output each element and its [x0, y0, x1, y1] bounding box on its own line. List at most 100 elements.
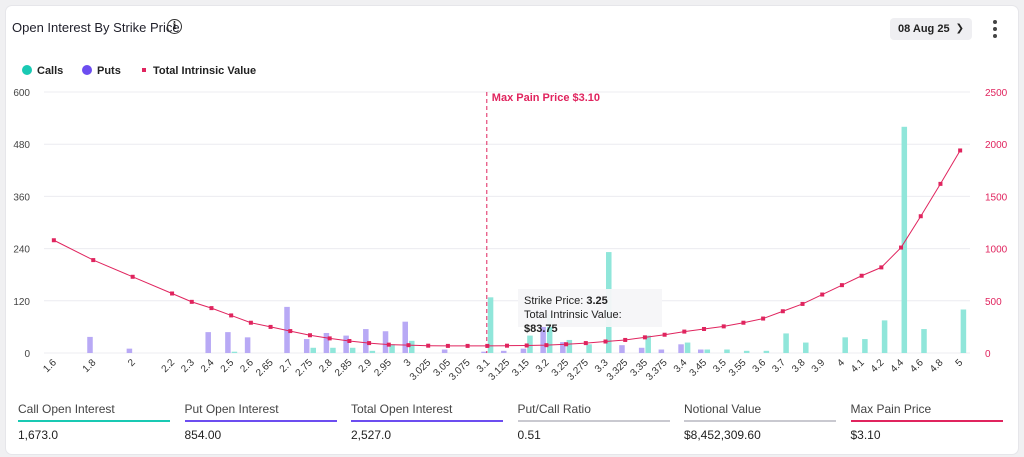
call-bar [566, 339, 573, 353]
legend-puts[interactable]: Puts [82, 65, 121, 77]
stat-notional-value: Notional Value $8,452,309.60 [684, 398, 836, 443]
call-bar [527, 335, 533, 353]
x-tick-label: 4.4 [889, 357, 907, 375]
put-bar [520, 348, 527, 353]
x-tick-label: 5 [954, 357, 966, 369]
x-tick-label: 3.9 [810, 357, 828, 375]
date-select[interactable]: 08 Aug 25 ❯ [890, 18, 972, 40]
tiv-point [327, 336, 332, 341]
x-tick-label: 2.75 [294, 357, 316, 379]
tiv-point [229, 313, 234, 318]
stat-label: Call Open Interest [18, 402, 115, 416]
y-right-tick-label: 1500 [985, 192, 1008, 203]
x-tick-label: 2.85 [333, 357, 355, 379]
tiv-point [367, 341, 372, 346]
tiv-point [859, 273, 864, 278]
x-tick-label: 3.4 [672, 357, 690, 375]
x-tick-label: 3.5 [711, 357, 729, 375]
tiv-point [445, 343, 450, 348]
call-bar [408, 340, 415, 353]
x-tick-label: 2.2 [160, 357, 178, 375]
tiv-point [406, 343, 411, 348]
stat-label: Put/Call Ratio [517, 402, 591, 416]
put-bar [638, 347, 645, 353]
legend-tiv[interactable]: Total Intrinsic Value [140, 65, 256, 77]
x-tick-label: 2 [126, 357, 138, 369]
tooltip-strike-value: 3.25 [586, 295, 608, 307]
tiv-point [800, 301, 805, 306]
chart-tooltip: Strike Price: 3.25 Total Intrinsic Value… [518, 289, 662, 335]
put-bar [205, 332, 211, 353]
tiv-point [820, 292, 825, 297]
x-tick-label: 2.9 [357, 357, 375, 375]
stat-underline [184, 420, 337, 422]
stat-underline [351, 420, 503, 422]
call-bar [586, 344, 592, 353]
call-bar [763, 350, 770, 353]
stat-value: $8,452,309.60 [684, 428, 761, 442]
put-bar [500, 350, 507, 353]
tiv-point [130, 274, 135, 279]
call-bar [369, 350, 376, 353]
call-bar [487, 297, 494, 353]
call-bar [330, 347, 336, 353]
tiv-point [268, 324, 273, 329]
chevron-down-icon: ❯ [955, 23, 964, 34]
tiv-point [662, 332, 667, 337]
stat-put-call-ratio: Put/Call Ratio 0.51 [517, 398, 670, 443]
call-bar [901, 126, 908, 353]
x-tick-label: 2.6 [238, 357, 256, 375]
x-tick-label: 2.5 [219, 357, 237, 375]
call-bar [783, 333, 789, 353]
x-tick-label: 3.275 [565, 357, 591, 382]
tiv-point [564, 342, 569, 347]
put-bar [560, 342, 566, 353]
x-tick-label: 2.3 [179, 357, 197, 375]
max-pain-label: Max Pain Price $3.10 [492, 92, 600, 104]
call-bar [803, 342, 809, 353]
call-bar [704, 349, 711, 353]
stat-label: Total Open Interest [351, 402, 453, 416]
y-right-tick-label: 1000 [985, 245, 1008, 256]
stat-value: 1,673.0 [18, 428, 59, 442]
x-tick-label: 3 [402, 357, 414, 369]
stat-underline [850, 420, 1003, 422]
info-icon[interactable]: i [167, 19, 182, 34]
legend-calls[interactable]: Calls [22, 65, 63, 77]
y-left-tick-label: 480 [13, 140, 30, 151]
date-select-label: 08 Aug 25 [898, 23, 950, 35]
tiv-point [347, 338, 352, 343]
put-bar [87, 336, 93, 353]
y-left-tick-label: 0 [24, 349, 30, 360]
call-bar [389, 344, 395, 353]
tiv-point [721, 324, 726, 329]
call-bar [546, 314, 553, 353]
stat-call-open-interest: Call Open Interest 1,673.0 [18, 398, 170, 443]
put-bar [382, 331, 389, 353]
call-bar [842, 337, 848, 353]
tiv-point [386, 342, 391, 347]
call-bar [862, 339, 868, 353]
call-bar [881, 320, 888, 353]
x-tick-label: 3.6 [751, 357, 769, 375]
put-bar [540, 326, 546, 353]
put-bar [244, 337, 251, 353]
stat-value: 854.00 [184, 428, 222, 442]
x-tick-label: 3.15 [510, 357, 532, 379]
x-tick-label: 4.8 [928, 357, 946, 375]
stat-label: Notional Value [684, 402, 762, 416]
more-options-icon[interactable] [991, 18, 999, 40]
y-right-tick-label: 2500 [985, 88, 1008, 99]
call-bar [743, 350, 750, 353]
puts-dot-icon [82, 65, 92, 75]
legend-puts-label: Puts [97, 65, 121, 77]
x-tick-label: 1.6 [41, 357, 59, 375]
legend-tiv-label: Total Intrinsic Value [153, 65, 257, 77]
tiv-point [623, 337, 628, 342]
stat-underline [684, 420, 836, 422]
stat-underline [517, 420, 670, 422]
put-bar [363, 329, 369, 353]
put-bar [678, 344, 684, 353]
stat-total-open-interest: Total Open Interest 2,527.0 [351, 398, 503, 443]
y-right-tick-label: 0 [985, 349, 991, 360]
